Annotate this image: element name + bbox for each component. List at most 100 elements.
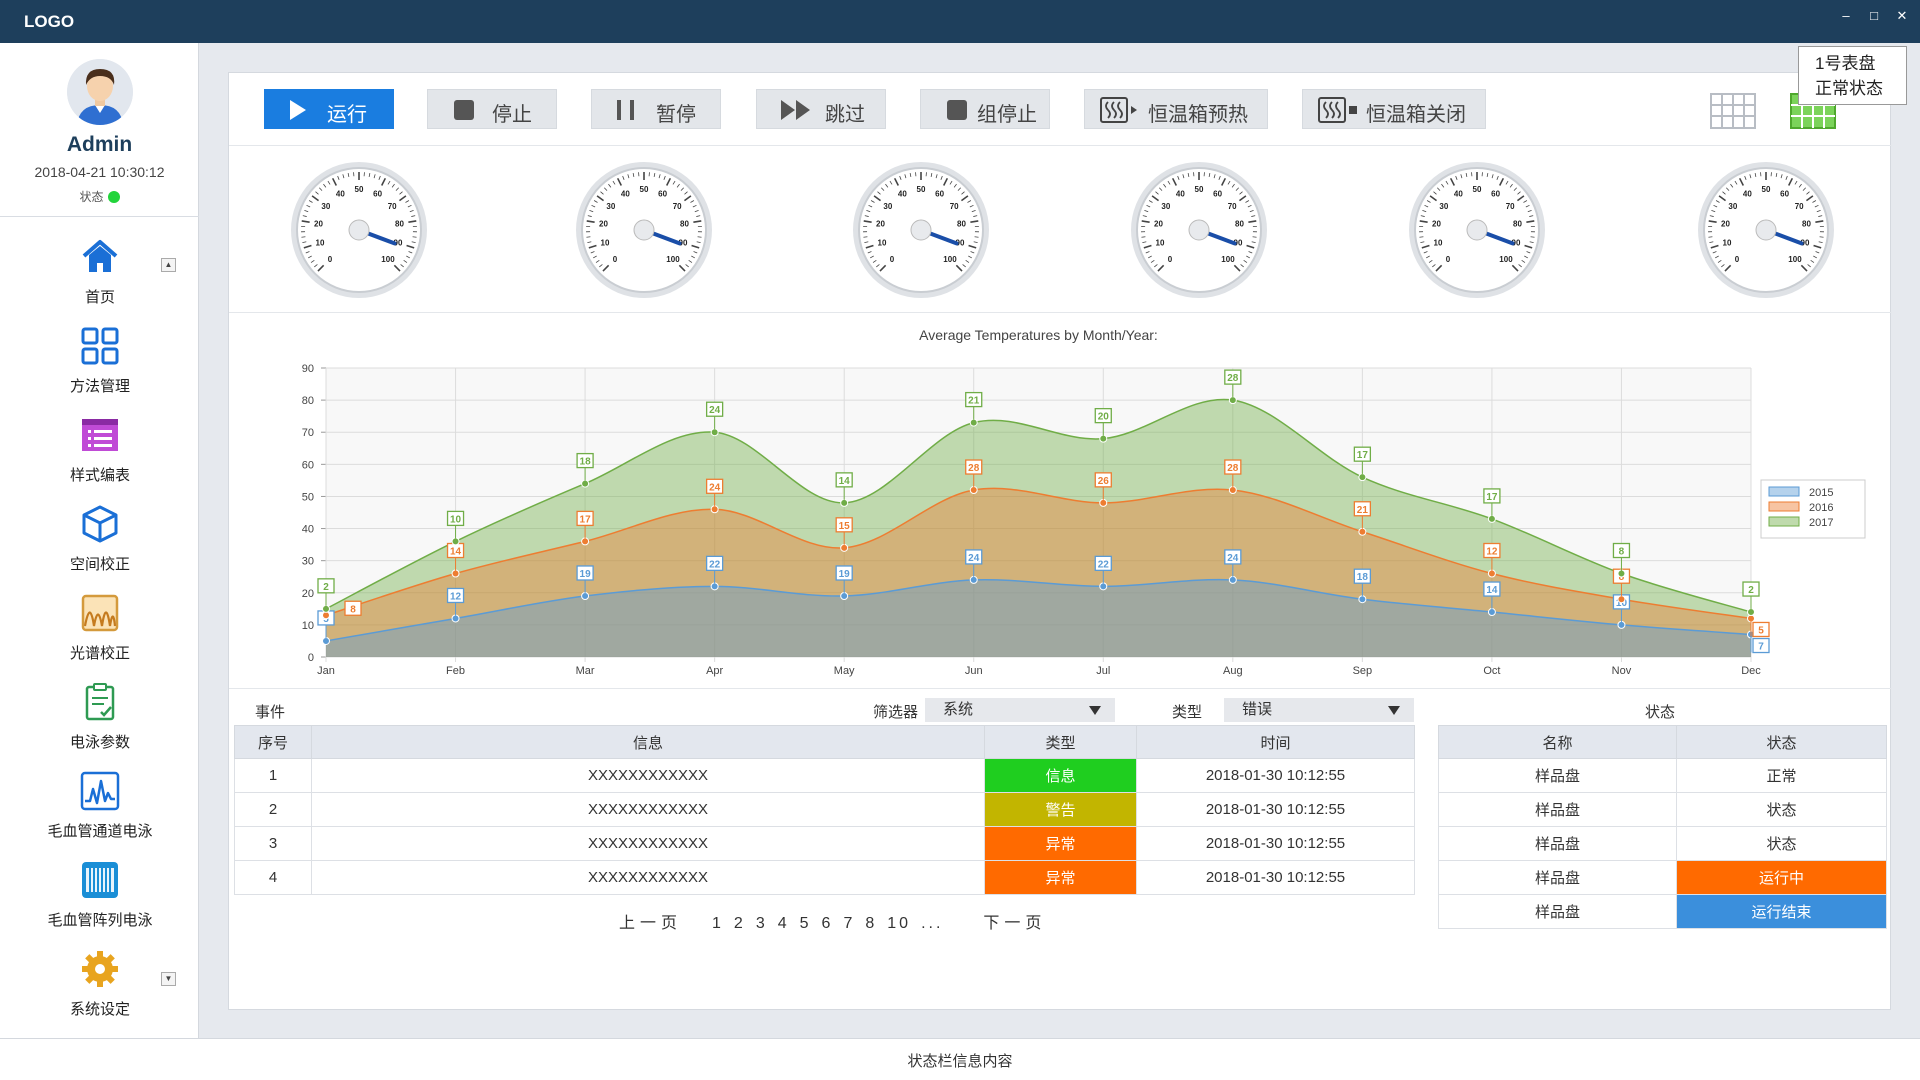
gauge-tick-label: 20	[314, 220, 323, 229]
page-link[interactable]: 1	[712, 915, 724, 932]
gauge-tick	[1780, 174, 1783, 179]
data-point	[581, 537, 590, 546]
gauge-tick	[1157, 264, 1165, 272]
page-link[interactable]: ...	[921, 915, 944, 932]
sidebar-item-spectrum-correction[interactable]: 光谱校正	[20, 587, 180, 669]
gauge-tick	[1800, 264, 1808, 272]
gauge-tick-label: 50	[1473, 185, 1482, 194]
filter-select[interactable]: 系统	[925, 698, 1115, 722]
table-row[interactable]: 样品盘 状态	[1438, 826, 1887, 861]
skip-button[interactable]: 跳过	[756, 89, 886, 129]
data-label: 8	[1619, 572, 1625, 583]
maximize-button[interactable]: □	[1870, 8, 1878, 23]
gauge-hub	[910, 219, 932, 241]
heater-icon	[1100, 97, 1137, 123]
gauge-tick	[1145, 251, 1150, 254]
sidebar-item-label: 毛血管阵列电泳	[47, 912, 153, 929]
table-row[interactable]: 3 XXXXXXXXXXXX 异常 2018-01-30 10:12:55	[234, 826, 1415, 861]
gauge-tick	[632, 172, 635, 178]
page-link[interactable]: 6	[821, 915, 834, 932]
gauge-tick	[1814, 204, 1819, 208]
status-badge: 运行中	[1676, 860, 1887, 895]
gauge-tick	[1491, 174, 1494, 179]
gauge-tick	[1524, 244, 1533, 249]
gauge-tick	[1163, 183, 1167, 188]
gauge-tick	[968, 255, 973, 259]
sidebar-item-electrophoresis-params[interactable]: 电泳参数	[20, 676, 180, 758]
scroll-down-button[interactable]: ▼	[161, 972, 176, 986]
minimize-button[interactable]: –	[1842, 8, 1850, 23]
gauge-tick-label: 20	[1432, 220, 1441, 229]
stop-button[interactable]: 停止	[427, 89, 557, 129]
page-numbers: 1 2 3 4 5 6 7 8 10...	[712, 915, 953, 933]
status-panel-title: 状态	[1645, 704, 1676, 721]
cell-no: 3	[234, 826, 312, 861]
gauge-tick	[969, 204, 974, 208]
sidebar-item-capillary-channel[interactable]: 毛血管通道电泳	[20, 765, 180, 847]
pause-button[interactable]: 暂停	[591, 89, 721, 129]
gauge-tick	[331, 177, 338, 186]
table-row[interactable]: 样品盘 运行中	[1438, 860, 1887, 895]
sidebar-divider	[0, 216, 199, 217]
sidebar-item-system-settings[interactable]: 系统设定	[20, 943, 180, 1025]
data-point	[1099, 498, 1108, 507]
gauge-tick	[1208, 172, 1211, 178]
gauge-tick	[1240, 264, 1244, 268]
data-point	[581, 591, 590, 600]
incubator-preheat-button[interactable]: 恒温箱预热	[1084, 89, 1268, 129]
gauge-tick	[864, 215, 869, 217]
table-row[interactable]: 样品盘 正常	[1438, 758, 1887, 793]
sidebar-item-space-correction[interactable]: 空间校正	[20, 498, 180, 580]
sidebar-item-method[interactable]: 方法管理	[20, 320, 180, 402]
type-select[interactable]: 错误	[1224, 698, 1414, 722]
page-link[interactable]: 2	[733, 915, 746, 932]
table-row[interactable]: 样品盘 运行结束	[1438, 894, 1887, 929]
grid-view-icon[interactable]	[1710, 93, 1756, 129]
gauge-tick	[1148, 200, 1153, 203]
table-row[interactable]: 1 XXXXXXXXXXXX 信息 2018-01-30 10:12:55	[234, 758, 1415, 793]
page-link[interactable]: 4	[777, 915, 790, 932]
gauge-tick-label: 10	[878, 239, 887, 248]
gauge-tick	[1231, 183, 1235, 188]
gauge-dial: 010 20 30 40 50 60 70 80 90 100	[1409, 162, 1545, 298]
series-area-2016	[326, 488, 1751, 657]
page-link[interactable]: 7	[843, 915, 856, 932]
gauge-tick-label: 90	[679, 239, 688, 248]
gauge-tick-label: 70	[388, 202, 397, 211]
gauge-tick	[1511, 264, 1519, 272]
gauge-tick	[1486, 172, 1489, 178]
table-row[interactable]: 2 XXXXXXXXXXXX 警告 2018-01-30 10:12:55	[234, 792, 1415, 827]
x-tick-label: Jan	[317, 665, 335, 677]
gauge-tick	[368, 172, 371, 178]
page-link[interactable]: 5	[799, 915, 812, 932]
table-row[interactable]: 样品盘 状态	[1438, 792, 1887, 827]
tooltip-line-1: 1号表盘	[1815, 54, 1876, 73]
prev-page-link[interactable]: 上一页	[619, 915, 683, 932]
scroll-up-button[interactable]: ▲	[161, 258, 176, 272]
sidebar-item-home[interactable]: 首页	[20, 231, 180, 313]
gauge-tick	[1523, 200, 1528, 203]
data-label: 8	[350, 604, 356, 615]
gauge-tick	[588, 244, 597, 249]
page-link[interactable]: 8	[865, 915, 878, 932]
table-row[interactable]: 4 XXXXXXXXXXXX 异常 2018-01-30 10:12:55	[234, 860, 1415, 895]
data-label: 28	[968, 463, 980, 474]
run-button[interactable]: 运行	[264, 89, 394, 129]
gauge-tick	[1717, 260, 1722, 263]
data-label: 14	[450, 547, 462, 558]
page-link[interactable]: 3	[755, 915, 768, 932]
sidebar-item-capillary-array[interactable]: 毛血管阵列电泳	[20, 854, 180, 936]
gauge-tick	[970, 220, 979, 223]
gauge-tick	[604, 187, 608, 191]
page-link[interactable]: 10	[887, 915, 912, 932]
gauge-tick-label: 40	[898, 189, 907, 198]
close-button[interactable]: ✕	[1896, 8, 1908, 23]
sidebar-item-sample-table[interactable]: 样式编表	[20, 409, 180, 491]
incubator-close-button[interactable]: 恒温箱关闭	[1302, 89, 1486, 129]
next-page-link[interactable]: 下一页	[983, 915, 1047, 932]
gauge-tick	[1813, 255, 1818, 259]
group-stop-button[interactable]: 组停止	[920, 89, 1050, 129]
gauge-tick-label: 30	[1161, 202, 1170, 211]
gauge-tick	[1142, 241, 1147, 244]
gauge-tick	[1233, 264, 1241, 272]
